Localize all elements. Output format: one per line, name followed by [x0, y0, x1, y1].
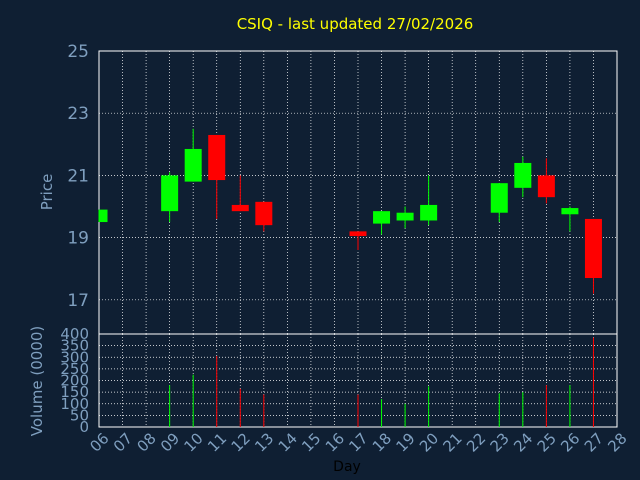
volume-tick-label: 100	[60, 395, 89, 413]
x-axis-label: Day	[333, 459, 361, 475]
candle-body	[208, 134, 226, 181]
volume-tick-label: 350	[60, 337, 89, 355]
volume-tick-label: 400	[60, 325, 89, 343]
candles	[98, 128, 602, 294]
candle-body	[420, 204, 438, 221]
volume-tick-label: 0	[79, 418, 89, 436]
volume-tick-label: 300	[60, 348, 89, 366]
price-tick-label: 19	[67, 229, 89, 249]
volume-tick-label: 150	[60, 383, 89, 401]
candle-body	[514, 162, 532, 188]
volume-tick-label: 250	[60, 360, 89, 378]
volume-tick-label: 200	[60, 372, 89, 390]
volume-axis-label: Volume (0000)	[28, 326, 46, 436]
candle-body	[255, 201, 273, 226]
chart-title: CSIQ - last updated 27/02/2026	[237, 15, 474, 33]
price-panel: 25 23 21 19 17	[67, 42, 618, 335]
candle-body	[161, 175, 179, 212]
candle-body	[490, 183, 508, 213]
candle-body	[99, 209, 108, 223]
y-axis-label: Price	[38, 174, 56, 211]
x-tick-labels: 0607080910111213141516171819202122232425…	[86, 429, 630, 455]
candle-body	[537, 175, 555, 198]
price-tick-label: 17	[67, 291, 89, 311]
candle-body	[584, 218, 602, 279]
price-tick-label: 23	[67, 104, 89, 124]
candle-body	[396, 212, 414, 221]
candle-body	[349, 231, 367, 237]
price-tick-label: 21	[67, 166, 89, 186]
volume-tick-label: 50	[70, 406, 89, 424]
candle-body	[561, 208, 579, 215]
volume-bars	[169, 337, 594, 427]
candle-body	[184, 148, 202, 182]
candle-body	[373, 211, 391, 224]
price-tick-labels: 25 23 21 19 17	[67, 42, 89, 311]
price-tick-label: 25	[67, 42, 89, 62]
candle-body	[231, 204, 249, 212]
